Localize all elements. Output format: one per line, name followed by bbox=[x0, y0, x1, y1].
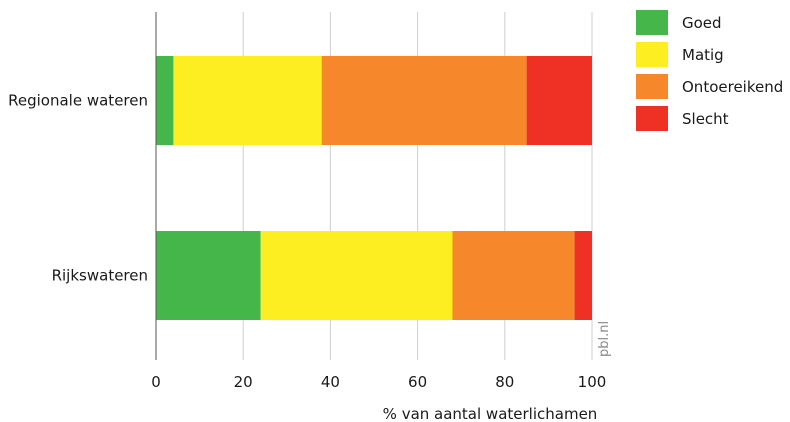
x-tick-label: 100 bbox=[578, 373, 607, 391]
legend-swatch-goed bbox=[636, 10, 668, 35]
bars bbox=[156, 56, 592, 320]
x-tick-labels: 0 20 40 60 80 100 bbox=[151, 373, 606, 391]
category-labels: Regionale wateren Rijkswateren bbox=[8, 92, 148, 285]
bar-rijkswateren-matig bbox=[260, 231, 453, 320]
bar-regionale-wateren-goed bbox=[156, 56, 174, 145]
legend-swatch-slecht bbox=[636, 106, 668, 131]
bar-regionale-wateren-ontoereikend bbox=[321, 56, 527, 145]
x-tick-label: 0 bbox=[151, 373, 161, 391]
bar-regionale-wateren-matig bbox=[173, 56, 322, 145]
bar-rijkswateren-ontoereikend bbox=[452, 231, 575, 320]
bar-rijkswateren-goed bbox=[156, 231, 261, 320]
legend-label: Goed bbox=[682, 14, 722, 32]
category-label: Regionale wateren bbox=[8, 92, 148, 110]
category-label: Rijkswateren bbox=[52, 267, 148, 285]
legend-label: Matig bbox=[682, 46, 724, 64]
x-tick-label: 60 bbox=[408, 373, 427, 391]
legend-label: Ontoereikend bbox=[682, 78, 783, 96]
x-axis-label: % van aantal waterlichamen bbox=[383, 405, 598, 422]
legend-swatch-ontoereikend bbox=[636, 74, 668, 99]
x-tick-label: 20 bbox=[234, 373, 253, 391]
x-tick-label: 80 bbox=[495, 373, 514, 391]
watermark: pbl.nl bbox=[597, 321, 612, 357]
x-tick-label: 40 bbox=[321, 373, 340, 391]
legend: Goed Matig Ontoereikend Slecht bbox=[636, 10, 783, 131]
legend-swatch-matig bbox=[636, 42, 668, 67]
bar-regionale-wateren-slecht bbox=[526, 56, 592, 145]
legend-label: Slecht bbox=[682, 110, 729, 128]
bar-rijkswateren-slecht bbox=[574, 231, 592, 320]
